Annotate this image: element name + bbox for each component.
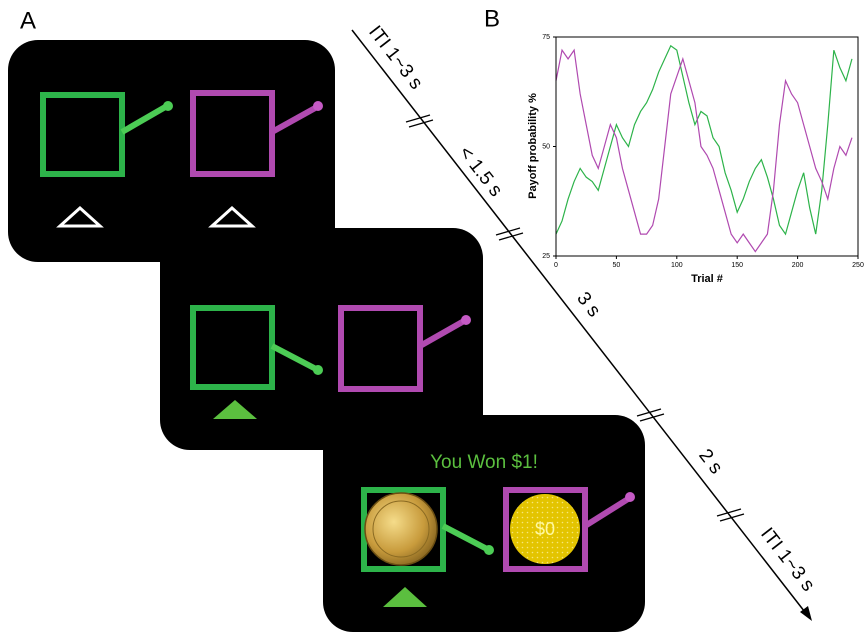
- y-axis-label: Payoff probability %: [527, 93, 539, 199]
- lever-knob: [461, 315, 471, 325]
- loss-label: $0: [535, 519, 555, 539]
- series-line: [556, 50, 852, 251]
- lever-knob: [484, 545, 494, 555]
- panel-label: B: [484, 5, 500, 32]
- timeline-label: 3 s: [572, 288, 604, 321]
- x-tick-label: 50: [613, 262, 621, 269]
- lever-knob: [313, 101, 323, 111]
- lever-knob: [625, 492, 635, 502]
- x-axis-label: Trial #: [691, 273, 723, 285]
- coin: [365, 493, 437, 565]
- timeline-label: 2 s: [694, 445, 726, 478]
- x-tick-label: 250: [852, 262, 864, 269]
- x-tick-label: 0: [554, 262, 558, 269]
- lever-knob: [163, 101, 173, 111]
- payoff-chart: Payoff probability % Trial # 25 50 75 0 50 10…: [527, 34, 864, 285]
- y-tick-label: 75: [542, 34, 550, 41]
- panel-label: A: [20, 7, 36, 34]
- x-tick-label: 200: [792, 262, 804, 269]
- lever-knob: [313, 365, 323, 375]
- x-tick-label: 100: [671, 262, 683, 269]
- figure: A B ITI 1~3 s < 1.5 s 3 s 2 s ITI 1~3 s …: [0, 0, 866, 640]
- x-tick-label: 150: [731, 262, 743, 269]
- y-tick-label: 25: [542, 253, 550, 260]
- timeline-label: ITI 1~3 s: [756, 524, 818, 596]
- feedback-message: You Won $1!: [430, 452, 538, 473]
- y-tick-label: 50: [542, 143, 550, 150]
